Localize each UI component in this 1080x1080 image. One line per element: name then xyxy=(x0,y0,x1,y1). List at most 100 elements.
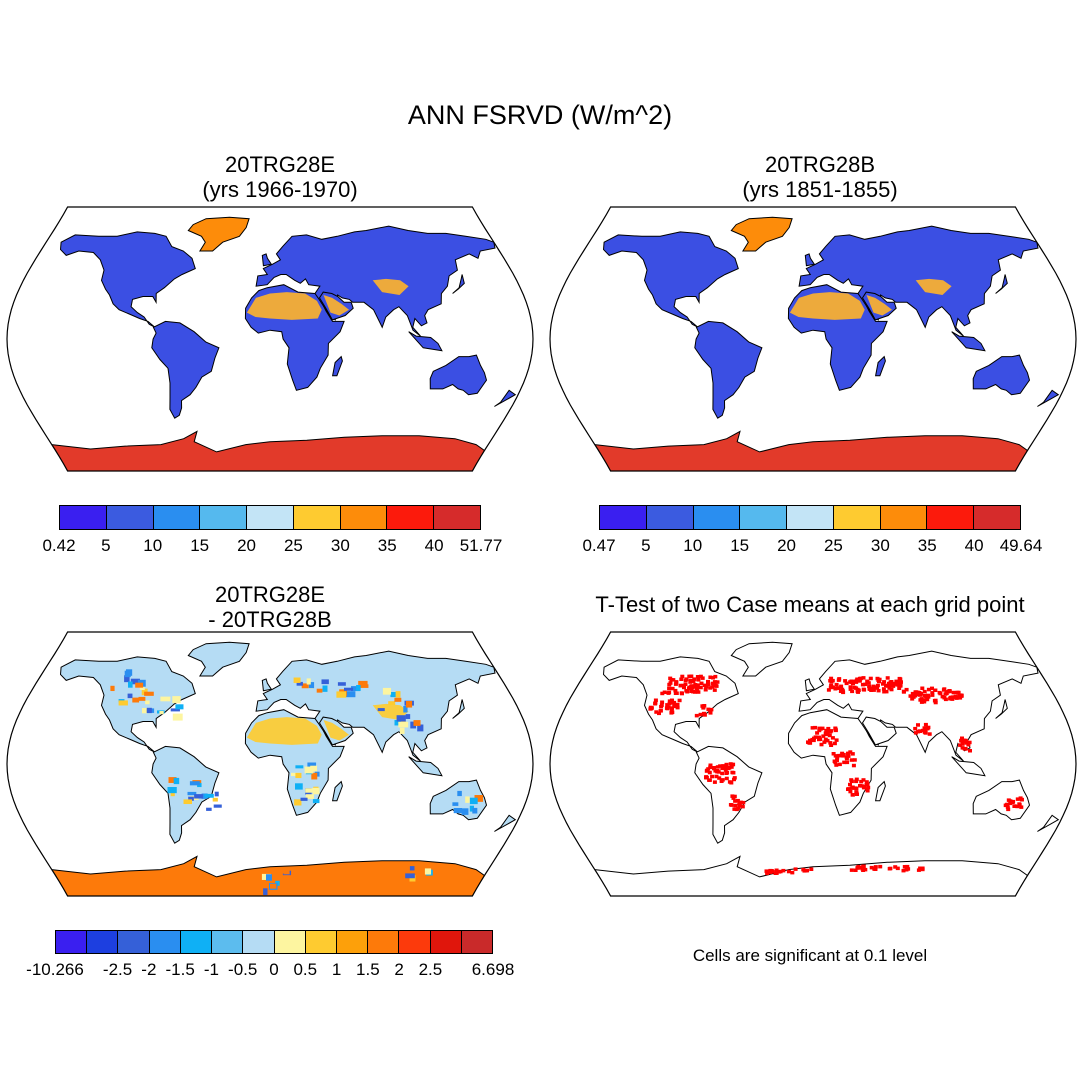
diff-cell xyxy=(187,791,197,796)
desert-region-case1 xyxy=(323,295,349,316)
colorbar-diff-tick-label: 0 xyxy=(269,960,279,979)
significant-cell xyxy=(861,778,866,782)
significant-cell xyxy=(901,690,906,694)
significant-cell xyxy=(849,779,854,784)
colorbar-diff-cell xyxy=(243,931,275,953)
significant-cell xyxy=(930,691,935,695)
significant-cell xyxy=(829,676,834,681)
significant-cell xyxy=(819,742,824,747)
diff-cell xyxy=(168,777,177,783)
colorbar-case1-tick-label: 30 xyxy=(330,536,350,555)
significant-cell xyxy=(837,753,842,758)
significant-cell xyxy=(712,780,717,784)
diff-cell xyxy=(173,777,180,785)
significant-cell xyxy=(673,688,678,693)
significant-cell xyxy=(667,701,672,706)
land-antarctica-case2 xyxy=(593,430,1029,471)
significant-cell xyxy=(848,687,853,691)
significant-cell xyxy=(736,806,741,810)
significant-cell xyxy=(714,774,719,779)
colorbar-case1-cell xyxy=(293,506,341,529)
land-madagascar-ttest xyxy=(874,780,886,802)
significant-cell xyxy=(826,688,831,692)
diff-cell xyxy=(312,799,320,804)
map-case2 xyxy=(549,206,1077,472)
diff-cell xyxy=(399,727,405,734)
diff-cell xyxy=(305,794,314,799)
significant-cell xyxy=(678,683,683,688)
significant-cell xyxy=(720,766,725,771)
significant-cell xyxy=(870,686,875,690)
significant-cell xyxy=(827,733,832,738)
significant-cell xyxy=(919,700,924,704)
significant-cell xyxy=(829,680,834,684)
significant-cell xyxy=(696,690,701,694)
diff-cell xyxy=(413,720,421,726)
significant-cell xyxy=(848,782,852,787)
significant-cell xyxy=(953,694,958,699)
significant-cell xyxy=(899,680,903,684)
significant-cell xyxy=(683,682,688,686)
significant-cell xyxy=(857,679,862,683)
significant-cell xyxy=(1006,807,1011,812)
colorbar-case1-labels: 0.42 5 10 15 20 25 30 35 40 51.77 xyxy=(42,536,502,556)
colorbar-case1 xyxy=(59,505,481,530)
diff-cell xyxy=(417,881,426,888)
significant-cell xyxy=(817,735,821,740)
significant-cell xyxy=(851,679,856,684)
diff-cell xyxy=(142,708,148,714)
significant-cell xyxy=(930,693,935,697)
significant-cell xyxy=(865,789,870,793)
land-greenland-case1 xyxy=(187,216,250,252)
colorbar-diff-tick-label: 6.698 xyxy=(471,960,515,979)
significant-cell xyxy=(868,676,873,681)
significant-cell xyxy=(916,690,921,695)
significant-cell xyxy=(727,780,732,784)
colorbar-diff-tick-label: -1.5 xyxy=(165,960,195,979)
panel-title-case2-line2: (yrs 1851-1855) xyxy=(742,177,898,202)
land-greenland-case2 xyxy=(730,216,793,252)
significant-cell xyxy=(666,705,671,709)
significant-cell xyxy=(710,685,715,689)
significant-cell xyxy=(707,778,712,782)
significant-cell xyxy=(737,804,742,808)
diff-cell xyxy=(457,790,462,797)
significant-cell xyxy=(957,694,962,698)
significant-cell xyxy=(871,684,876,689)
significant-cell xyxy=(848,750,853,754)
significant-cell xyxy=(667,682,672,687)
significant-cell xyxy=(790,870,795,875)
diff-cell xyxy=(170,708,180,712)
diff-cell xyxy=(398,721,409,728)
land-indonesia-case2 xyxy=(951,331,986,352)
diff-cell xyxy=(124,670,131,678)
significant-cell xyxy=(720,771,725,776)
significant-cell xyxy=(902,865,907,869)
significant-cell xyxy=(694,713,699,718)
colorbar-diff-cell xyxy=(336,931,369,953)
significant-cell xyxy=(844,681,849,686)
diff-cell xyxy=(306,678,311,685)
significant-cell xyxy=(696,678,701,682)
significant-cell xyxy=(704,769,709,773)
colorbar-diff-tick-label: 1 xyxy=(331,960,342,979)
panel-title-case2-line1: 20TRG28B xyxy=(764,152,876,177)
diff-cell xyxy=(337,682,346,686)
significant-cell xyxy=(871,688,876,692)
significant-cell xyxy=(913,731,918,735)
significant-cell xyxy=(672,700,677,705)
colorbar-case2-tick-label: 15 xyxy=(730,536,750,555)
significant-cell xyxy=(692,677,697,681)
significant-cell xyxy=(786,869,791,874)
significant-cell xyxy=(897,686,902,690)
significant-cell xyxy=(861,676,866,680)
significant-cell xyxy=(925,697,930,702)
colorbar-case2-tick-label: 10 xyxy=(683,536,703,555)
diff-cell xyxy=(304,766,314,774)
significant-cell xyxy=(858,784,862,788)
diff-cell xyxy=(293,677,301,683)
significant-cell xyxy=(833,727,838,732)
significant-cell xyxy=(709,707,714,712)
significant-cell xyxy=(882,680,887,684)
significant-cell xyxy=(693,683,698,687)
